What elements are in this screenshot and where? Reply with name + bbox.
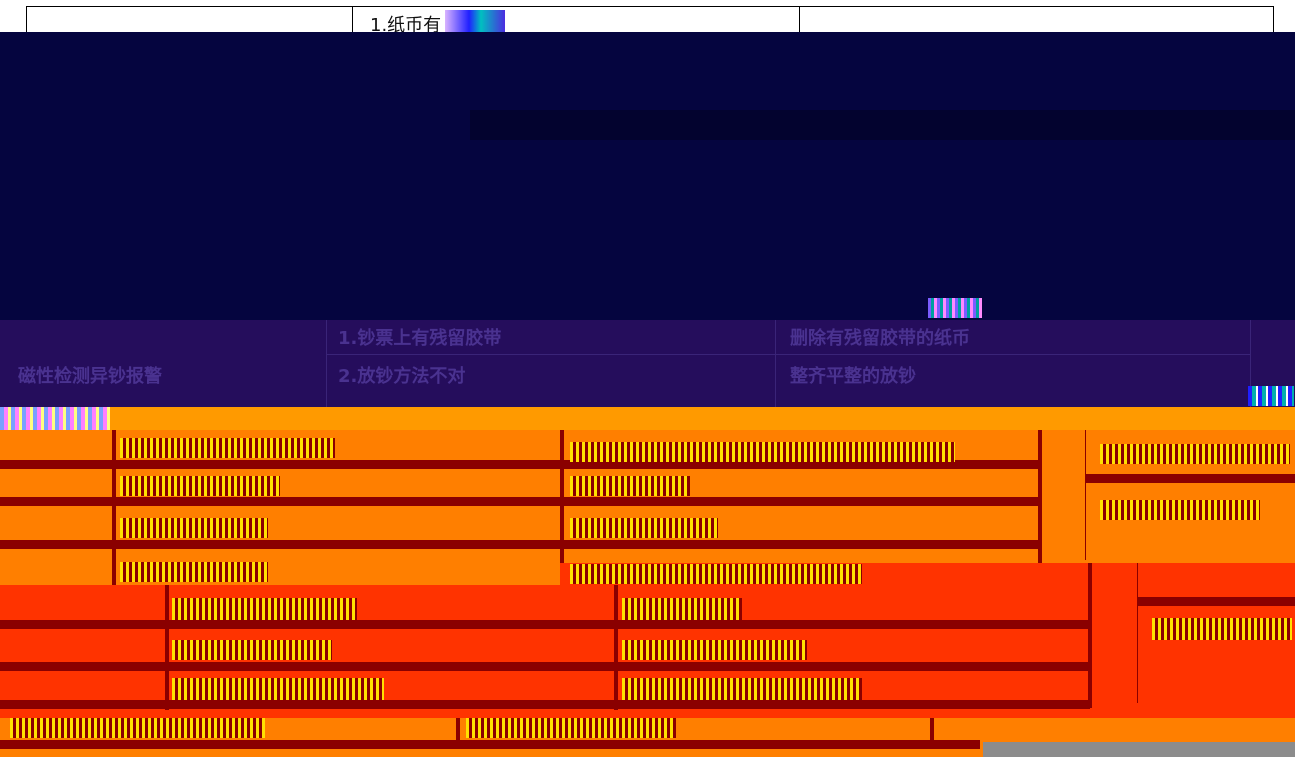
red-glitch (622, 640, 807, 660)
orange-rule (1085, 474, 1295, 483)
detail-cell-1: 1.钞票上有残留胶带 (338, 328, 502, 349)
red-rule (0, 620, 1090, 629)
orange-glitch (1100, 500, 1260, 520)
red-divider (1088, 563, 1092, 708)
remedy-cell-1: 删除有残留胶带的纸币 (790, 328, 970, 349)
red-rule (1138, 597, 1295, 606)
red-rule (0, 662, 1090, 671)
top-table-divider (352, 6, 353, 34)
top-table-divider (799, 6, 800, 34)
red-glitch (1152, 618, 1292, 640)
purple-table-rule (326, 354, 1251, 355)
red-glitch (570, 564, 862, 584)
purple-table-divider (775, 320, 776, 408)
purple-edge-glitch (1248, 386, 1294, 406)
top-table-frame (26, 6, 1274, 34)
remedy-cell-2: 整齐平整的放钞 (790, 366, 916, 387)
orange-divider (560, 430, 564, 585)
navy-glitch (928, 298, 982, 318)
category-cell: 磁性检测异钞报警 (18, 366, 162, 387)
bottom-divider (456, 718, 460, 748)
bottom-divider (930, 718, 934, 748)
orange-rule (0, 460, 1038, 469)
red-glitch (172, 678, 384, 700)
purple-table (0, 320, 1295, 408)
orange-glitch (570, 518, 718, 538)
navy-block (0, 32, 1295, 320)
purple-table-divider (326, 320, 327, 408)
detail-cell-2: 2.放钞方法不对 (338, 366, 466, 387)
navy-inner-band (470, 110, 1295, 140)
orange-glitch (120, 562, 268, 582)
orange-glitch (570, 442, 955, 462)
red-divider (165, 585, 169, 710)
orange-glitch (120, 476, 280, 496)
orange-divider (1038, 430, 1042, 585)
purple-table-divider (1250, 320, 1251, 408)
top-row-glitch (445, 10, 505, 34)
orange-glitch (120, 438, 335, 458)
orange-divider (1085, 430, 1086, 560)
orange-glitch (1100, 444, 1290, 464)
amber-glitch-left (0, 407, 110, 431)
orange-divider (112, 430, 116, 585)
orange-rule (0, 497, 560, 506)
orange-rule (0, 540, 1038, 549)
orange-glitch (120, 518, 268, 538)
orange-rule (560, 497, 1038, 506)
bottom-glitch (10, 718, 265, 738)
red-rule (0, 700, 1090, 709)
red-glitch (172, 640, 332, 660)
red-glitch (622, 678, 862, 700)
red-divider (614, 585, 618, 710)
bottom-glitch (466, 718, 676, 738)
red-divider (1137, 563, 1138, 703)
bottom-gray-bar (983, 742, 1295, 757)
top-row-text: 1.纸币有 (370, 15, 442, 36)
orange-glitch (570, 476, 690, 496)
red-glitch (172, 598, 357, 620)
red-glitch (622, 598, 742, 620)
bottom-rule (0, 740, 980, 749)
